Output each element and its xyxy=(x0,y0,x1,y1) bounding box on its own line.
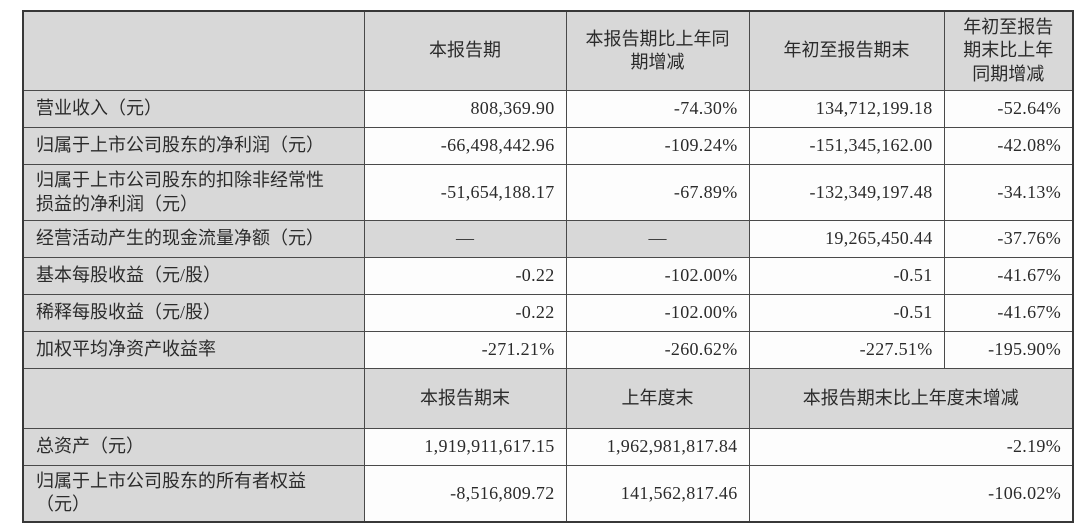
value-cell: -67.89% xyxy=(565,164,750,221)
value-cell: -41.67% xyxy=(943,293,1074,332)
value-cell: -37.76% xyxy=(943,219,1074,258)
row-label-cell: 稀释每股收益（元/股） xyxy=(22,293,365,332)
value-cell: -74.30% xyxy=(565,90,750,129)
row-label-cell: 归属于上市公司股东的所有者权益（元） xyxy=(22,464,365,523)
value-cell: 808,369.90 xyxy=(363,90,567,129)
value-cell: -106.02% xyxy=(748,464,1074,523)
value-cell: -0.22 xyxy=(363,293,567,332)
row-label-cell: 营业收入（元） xyxy=(22,90,365,129)
header-row: 本报告期 本报告期比上年同期增减 年初至报告期末 年初至报告期末比上年同期增减 xyxy=(22,10,1074,92)
value-cell: -34.13% xyxy=(943,164,1074,221)
value-cell: -0.22 xyxy=(363,256,567,295)
row-label-cell: 归属于上市公司股东的扣除非经常性损益的净利润（元） xyxy=(22,164,365,221)
table-row: 加权平均净资产收益率 -271.21% -260.62% -227.51% -195.9… xyxy=(22,330,1074,369)
value-cell: -52.64% xyxy=(943,90,1074,129)
empty-value-cell: — xyxy=(565,219,750,258)
value-cell: -0.51 xyxy=(748,293,945,332)
column-header-cell: 年初至报告期末 xyxy=(748,10,945,92)
value-cell: -41.67% xyxy=(943,256,1074,295)
row-label-cell: 总资产（元） xyxy=(22,427,365,466)
value-cell: -109.24% xyxy=(565,127,750,166)
row-label-cell: 经营活动产生的现金流量净额（元） xyxy=(22,219,365,258)
column-header-cell xyxy=(22,10,365,92)
column-header-cell: 本报告期末 xyxy=(363,367,567,429)
table-row: 稀释每股收益（元/股） -0.22 -102.00% -0.51 -41.67% xyxy=(22,293,1074,332)
empty-value-cell: — xyxy=(363,219,567,258)
column-header-cell: 本报告期 xyxy=(363,10,567,92)
column-header-cell: 上年度末 xyxy=(565,367,750,429)
value-cell: -271.21% xyxy=(363,330,567,369)
table-body: 本报告期 本报告期比上年同期增减 年初至报告期末 年初至报告期末比上年同期增减 营业收入… xyxy=(22,10,1074,523)
table-row: 总资产（元） 1,919,911,617.15 1,962,981,817.84 -2… xyxy=(22,427,1074,466)
row-label-cell: 基本每股收益（元/股） xyxy=(22,256,365,295)
value-cell: -51,654,188.17 xyxy=(363,164,567,221)
column-header-cell: 本报告期末比上年度末增减 xyxy=(748,367,1074,429)
row-label-cell: 归属于上市公司股东的净利润（元） xyxy=(22,127,365,166)
table-row: 经营活动产生的现金流量净额（元） — —19,265,450.44 -37.76% xyxy=(22,219,1074,258)
table-row: 营业收入（元） 808,369.90 -74.30% 134,712,199.18 -5… xyxy=(22,90,1074,129)
value-cell: 141,562,817.46 xyxy=(565,464,750,523)
value-cell: -42.08% xyxy=(943,127,1074,166)
value-cell: -102.00% xyxy=(565,293,750,332)
value-cell: -151,345,162.00 xyxy=(748,127,945,166)
value-cell: -102.00% xyxy=(565,256,750,295)
value-cell: -195.90% xyxy=(943,330,1074,369)
value-cell: -0.51 xyxy=(748,256,945,295)
value-cell: -66,498,442.96 xyxy=(363,127,567,166)
column-header-cell: 年初至报告期末比上年同期增减 xyxy=(943,10,1074,92)
table-row: 归属于上市公司股东的净利润（元） -66,498,442.96 -109.24% -1… xyxy=(22,127,1074,166)
table-row: 基本每股收益（元/股） -0.22 -102.00% -0.51 -41.67% xyxy=(22,256,1074,295)
value-cell: -227.51% xyxy=(748,330,945,369)
financial-summary-table: 本报告期 本报告期比上年同期增减 年初至报告期末 年初至报告期末比上年同期增减 营业收入… xyxy=(22,10,1074,523)
table-row: 归属于上市公司股东的扣除非经常性损益的净利润（元） -51,654,188.17-… xyxy=(22,164,1074,221)
value-cell: -2.19% xyxy=(748,427,1074,466)
report-table-container: 本报告期 本报告期比上年同期增减 年初至报告期末 年初至报告期末比上年同期增减 营业收入… xyxy=(0,10,1080,528)
column-header-cell: 本报告期比上年同期增减 xyxy=(565,10,750,92)
table-row: 归属于上市公司股东的所有者权益（元） -8,516,809.72 141,562,8… xyxy=(22,464,1074,523)
header-row: 本报告期末 上年度末 本报告期末比上年度末增减 xyxy=(22,367,1074,429)
column-header-cell xyxy=(22,367,365,429)
value-cell: -8,516,809.72 xyxy=(363,464,567,523)
value-cell: 19,265,450.44 xyxy=(748,219,945,258)
value-cell: 1,962,981,817.84 xyxy=(565,427,750,466)
value-cell: -132,349,197.48 xyxy=(748,164,945,221)
row-label-cell: 加权平均净资产收益率 xyxy=(22,330,365,369)
value-cell: -260.62% xyxy=(565,330,750,369)
page: { "colors": { "background": "#ffffff", "… xyxy=(0,10,1080,528)
value-cell: 1,919,911,617.15 xyxy=(363,427,567,466)
value-cell: 134,712,199.18 xyxy=(748,90,945,129)
